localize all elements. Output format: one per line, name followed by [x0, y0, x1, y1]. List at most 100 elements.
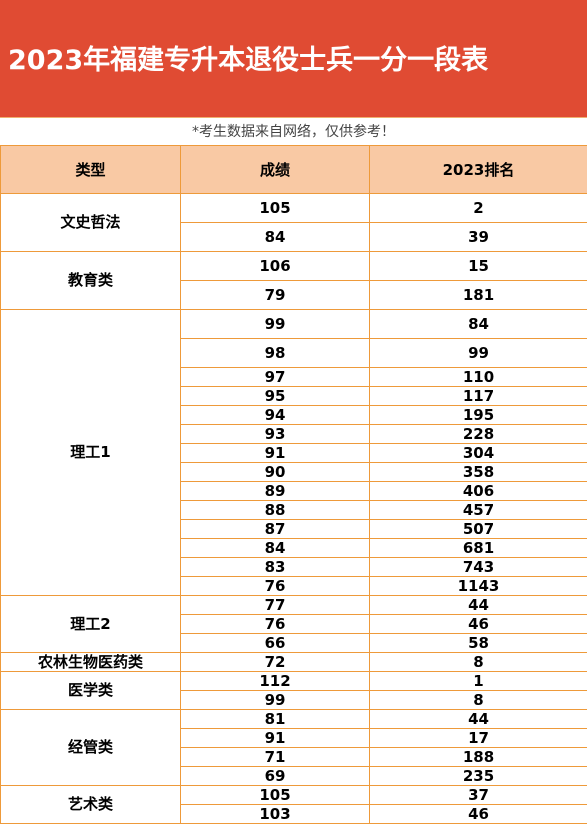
table-header-row: 类型 成绩 2023排名 — [0, 145, 587, 194]
rank-cell: 2 — [369, 193, 587, 223]
score-cell: 93 — [180, 424, 370, 444]
rank-cell: 44 — [369, 595, 587, 615]
category-cell: 艺术类 — [0, 785, 181, 824]
rank-cell: 8 — [369, 652, 587, 672]
table-row: 79 181 — [1, 280, 587, 310]
rank-cell: 188 — [369, 747, 587, 767]
category-cell: 教育类 — [0, 251, 181, 310]
table-row: 理工1 99 84 — [0, 309, 587, 596]
score-cell: 79 — [180, 280, 370, 310]
rank-cell: 46 — [369, 804, 587, 824]
category-cell: 医学类 — [0, 671, 181, 710]
table-row: 76 1143 — [1, 576, 587, 596]
rank-cell: 110 — [369, 367, 587, 387]
rank-cell: 15 — [369, 251, 587, 281]
table-row: 95 117 — [1, 386, 587, 406]
rank-cell: 37 — [369, 785, 587, 805]
category-cell: 文史哲法 — [0, 193, 181, 252]
score-cell: 76 — [180, 614, 370, 634]
rank-cell: 406 — [369, 481, 587, 501]
table-row: 87 507 — [1, 519, 587, 539]
table-row: 98 99 — [1, 338, 587, 368]
column-header-type: 类型 — [0, 145, 181, 194]
score-cell: 77 — [180, 595, 370, 615]
table-row: 艺术类 105 37 — [0, 785, 587, 824]
table-row: 91 304 — [1, 443, 587, 463]
rank-cell: 84 — [369, 309, 587, 339]
rank-cell: 228 — [369, 424, 587, 444]
table-row: 理工2 77 44 — [0, 595, 587, 653]
score-cell: 105 — [180, 785, 370, 805]
score-cell: 83 — [180, 557, 370, 577]
rank-cell: 195 — [369, 405, 587, 425]
score-cell: 106 — [180, 251, 370, 281]
score-cell: 99 — [180, 690, 370, 710]
column-header-score: 成绩 — [180, 145, 370, 194]
rank-cell: 39 — [369, 222, 587, 252]
score-cell: 105 — [180, 193, 370, 223]
score-cell: 87 — [180, 519, 370, 539]
rank-cell: 44 — [369, 709, 587, 729]
score-cell: 95 — [180, 386, 370, 406]
rank-cell: 507 — [369, 519, 587, 539]
score-cell: 89 — [180, 481, 370, 501]
rank-cell: 358 — [369, 462, 587, 482]
rank-cell: 99 — [369, 338, 587, 368]
score-cell: 72 — [180, 652, 370, 672]
rank-cell: 1 — [369, 671, 587, 691]
title-banner: 2023年福建专升本退役士兵一分一段表 — [0, 0, 587, 117]
category-cell: 经管类 — [0, 709, 181, 786]
table-row: 医学类 112 1 — [0, 671, 587, 710]
score-cell: 84 — [180, 538, 370, 558]
rank-cell: 117 — [369, 386, 587, 406]
category-cell: 农林生物医药类 — [0, 652, 181, 672]
score-cell: 91 — [180, 443, 370, 463]
rank-cell: 46 — [369, 614, 587, 634]
table-row: 农林生物医药类 72 8 — [0, 652, 587, 672]
score-cell: 88 — [180, 500, 370, 520]
score-cell: 112 — [180, 671, 370, 691]
score-cell: 76 — [180, 576, 370, 596]
page-title: 2023年福建专升本退役士兵一分一段表 — [8, 45, 489, 76]
score-cell: 97 — [180, 367, 370, 387]
rank-cell: 457 — [369, 500, 587, 520]
rank-cell: 181 — [369, 280, 587, 310]
table-row: 103 46 — [1, 804, 587, 824]
rank-cell: 58 — [369, 633, 587, 653]
table-row: 88 457 — [1, 500, 587, 520]
category-cell: 理工1 — [0, 309, 181, 596]
table-row: 84 39 — [1, 222, 587, 252]
rank-cell: 17 — [369, 728, 587, 748]
score-cell: 98 — [180, 338, 370, 368]
score-cell: 99 — [180, 309, 370, 339]
table-row: 89 406 — [1, 481, 587, 501]
table-body: 文史哲法 105 2 84 39 教育类 106 15 79 181 理工1 99 84 98 99 97 11… — [0, 193, 587, 824]
source-note: *考生数据来自网络，仅供参考！ — [0, 117, 587, 146]
table-row: 教育类 106 15 — [0, 251, 587, 310]
rank-cell: 1143 — [369, 576, 587, 596]
score-cell: 71 — [180, 747, 370, 767]
category-cell: 理工2 — [0, 595, 181, 653]
rank-cell: 8 — [369, 690, 587, 710]
score-rank-table: 类型 成绩 2023排名 文史哲法 105 2 84 39 教育类 106 15 79 181 理工… — [0, 145, 587, 824]
rank-cell: 743 — [369, 557, 587, 577]
score-cell: 81 — [180, 709, 370, 729]
table-row: 经管类 81 44 — [0, 709, 587, 786]
table-row: 84 681 — [1, 538, 587, 558]
score-cell: 84 — [180, 222, 370, 252]
rank-cell: 681 — [369, 538, 587, 558]
table-row: 99 8 — [1, 690, 587, 710]
table-row: 文史哲法 105 2 — [0, 193, 587, 252]
column-header-rank: 2023排名 — [369, 145, 587, 194]
score-cell: 103 — [180, 804, 370, 824]
score-cell: 91 — [180, 728, 370, 748]
score-cell: 69 — [180, 766, 370, 786]
score-cell: 90 — [180, 462, 370, 482]
score-cell: 66 — [180, 633, 370, 653]
table-row: 97 110 — [1, 367, 587, 387]
table-row: 71 188 — [1, 747, 587, 767]
score-cell: 94 — [180, 405, 370, 425]
table-row: 83 743 — [1, 557, 587, 577]
rank-cell: 304 — [369, 443, 587, 463]
rank-cell: 235 — [369, 766, 587, 786]
